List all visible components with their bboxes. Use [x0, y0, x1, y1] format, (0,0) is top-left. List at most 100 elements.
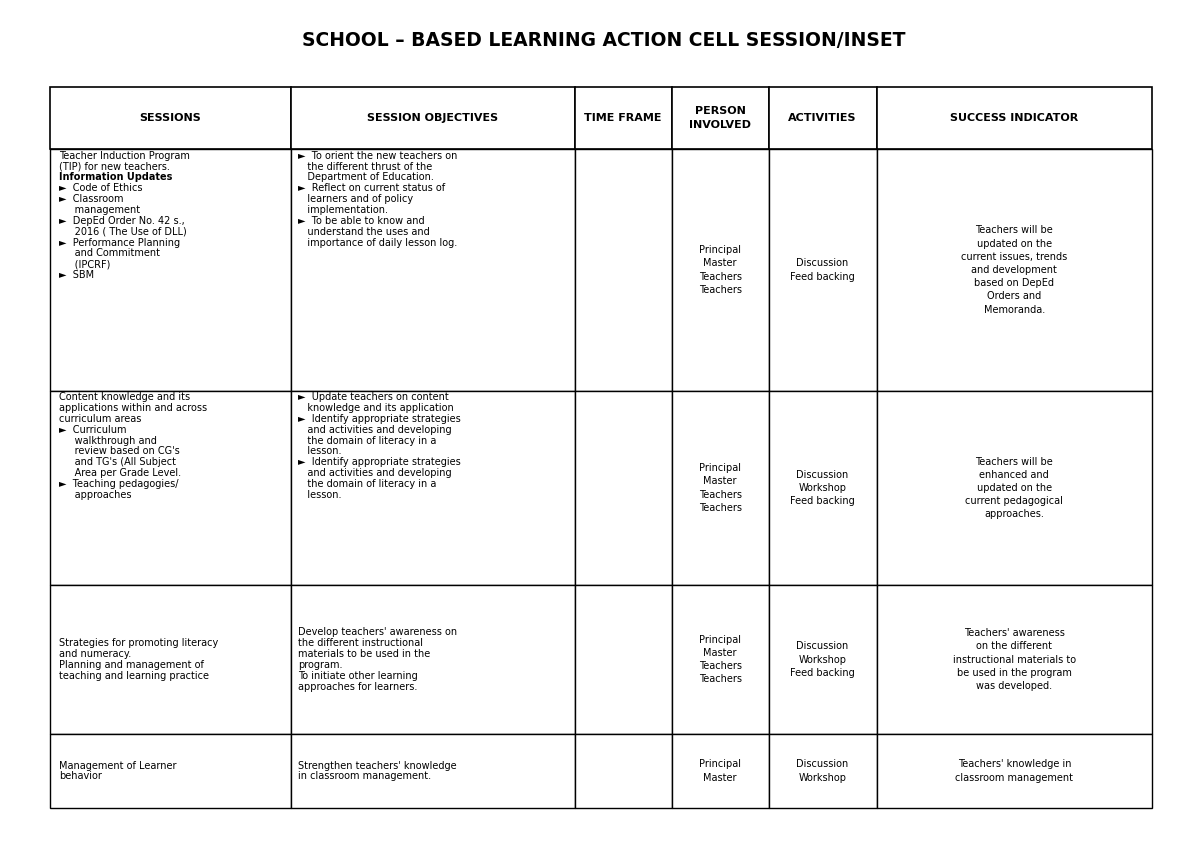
Text: TIME FRAME: TIME FRAME: [584, 113, 662, 123]
Text: Discussion
Workshop
Feed backing: Discussion Workshop Feed backing: [791, 641, 854, 678]
Text: Develop teachers' awareness on: Develop teachers' awareness on: [298, 627, 457, 638]
Bar: [50, 391, 290, 586]
Text: Information Updates: Information Updates: [59, 172, 172, 183]
Text: ►  SBM: ► SBM: [59, 270, 94, 280]
Bar: [769, 586, 876, 734]
Text: Principal
Master
Teachers
Teachers: Principal Master Teachers Teachers: [698, 464, 742, 513]
Text: ►  To orient the new teachers on: ► To orient the new teachers on: [298, 151, 457, 160]
Text: SCHOOL – BASED LEARNING ACTION CELL SESSION/INSET: SCHOOL – BASED LEARNING ACTION CELL SESS…: [302, 31, 905, 50]
Text: Planning and management of: Planning and management of: [59, 660, 204, 670]
Text: SESSIONS: SESSIONS: [139, 113, 202, 123]
Text: Teachers will be
updated on the
current issues, trends
and development
based on : Teachers will be updated on the current …: [961, 225, 1068, 315]
Text: implementation.: implementation.: [298, 205, 388, 215]
Bar: [575, 586, 672, 734]
Text: and TG's (All Subject: and TG's (All Subject: [59, 458, 176, 467]
Bar: [575, 87, 672, 149]
Text: knowledge and its application: knowledge and its application: [298, 403, 454, 413]
Bar: [672, 391, 769, 586]
Text: teaching and learning practice: teaching and learning practice: [59, 671, 209, 681]
Text: and activities and developing: and activities and developing: [298, 424, 451, 435]
Bar: [876, 87, 1152, 149]
Text: and Commitment: and Commitment: [59, 249, 160, 258]
Text: lesson.: lesson.: [298, 490, 341, 500]
Text: To initiate other learning: To initiate other learning: [298, 671, 418, 681]
Text: SESSION OBJECTIVES: SESSION OBJECTIVES: [367, 113, 498, 123]
Text: Management of Learner: Management of Learner: [59, 761, 176, 771]
Text: ►  To be able to know and: ► To be able to know and: [298, 216, 425, 226]
Bar: [769, 391, 876, 586]
Text: behavior: behavior: [59, 772, 102, 781]
Text: program.: program.: [298, 660, 342, 670]
Bar: [575, 149, 672, 391]
Text: Principal
Master
Teachers
Teachers: Principal Master Teachers Teachers: [698, 635, 742, 684]
Bar: [672, 149, 769, 391]
Text: (TIP) for new teachers.: (TIP) for new teachers.: [59, 161, 169, 171]
Text: management: management: [59, 205, 140, 215]
Bar: [290, 586, 575, 734]
Bar: [876, 734, 1152, 808]
Bar: [769, 734, 876, 808]
Text: curriculum areas: curriculum areas: [59, 413, 142, 424]
Text: the domain of literacy in a: the domain of literacy in a: [298, 479, 436, 489]
Text: approaches: approaches: [59, 490, 131, 500]
Text: approaches for learners.: approaches for learners.: [298, 682, 418, 692]
Bar: [672, 734, 769, 808]
Bar: [290, 149, 575, 391]
Bar: [769, 149, 876, 391]
Bar: [50, 149, 290, 391]
Text: walkthrough and: walkthrough and: [59, 436, 157, 446]
Text: Discussion
Workshop: Discussion Workshop: [797, 759, 848, 783]
Bar: [575, 734, 672, 808]
Text: materials to be used in the: materials to be used in the: [298, 649, 430, 659]
Bar: [876, 586, 1152, 734]
Text: (IPCRF): (IPCRF): [59, 259, 110, 269]
Text: the domain of literacy in a: the domain of literacy in a: [298, 436, 436, 446]
Text: Teachers' knowledge in
classroom management: Teachers' knowledge in classroom managem…: [955, 759, 1073, 783]
Text: ►  Performance Planning: ► Performance Planning: [59, 238, 180, 248]
Text: ►  DepEd Order No. 42 s.,: ► DepEd Order No. 42 s.,: [59, 216, 185, 226]
Bar: [290, 87, 575, 149]
Text: PERSON
INVOLVED: PERSON INVOLVED: [689, 106, 751, 130]
Text: 2016 ( The Use of DLL): 2016 ( The Use of DLL): [59, 227, 186, 237]
Text: and activities and developing: and activities and developing: [298, 468, 451, 478]
Text: ACTIVITIES: ACTIVITIES: [788, 113, 857, 123]
Bar: [50, 734, 290, 808]
Text: the different instructional: the different instructional: [298, 638, 422, 649]
Text: learners and of policy: learners and of policy: [298, 194, 413, 205]
Bar: [876, 391, 1152, 586]
Bar: [769, 87, 876, 149]
Text: Teachers' awareness
on the different
instructional materials to
be used in the p: Teachers' awareness on the different ins…: [953, 628, 1076, 691]
Text: Teacher Induction Program: Teacher Induction Program: [59, 151, 190, 160]
Text: Strengthen teachers' knowledge: Strengthen teachers' knowledge: [298, 761, 456, 771]
Bar: [50, 586, 290, 734]
Text: ►  Update teachers on content: ► Update teachers on content: [298, 392, 449, 402]
Text: ►  Identify appropriate strategies: ► Identify appropriate strategies: [298, 413, 461, 424]
Text: ►  Identify appropriate strategies: ► Identify appropriate strategies: [298, 458, 461, 467]
Text: understand the uses and: understand the uses and: [298, 227, 430, 237]
Text: ►  Reflect on current status of: ► Reflect on current status of: [298, 183, 445, 194]
Text: Strategies for promoting literacy: Strategies for promoting literacy: [59, 638, 218, 649]
Text: Principal
Master
Teachers
Teachers: Principal Master Teachers Teachers: [698, 245, 742, 295]
Text: Content knowledge and its: Content knowledge and its: [59, 392, 190, 402]
Bar: [672, 586, 769, 734]
Bar: [876, 149, 1152, 391]
Bar: [50, 87, 290, 149]
Text: ►  Curriculum: ► Curriculum: [59, 424, 126, 435]
Text: ►  Classroom: ► Classroom: [59, 194, 124, 205]
Text: Principal
Master: Principal Master: [700, 759, 742, 783]
Text: ►  Teaching pedagogies/: ► Teaching pedagogies/: [59, 479, 179, 489]
Text: Discussion
Feed backing: Discussion Feed backing: [791, 258, 854, 282]
Text: in classroom management.: in classroom management.: [298, 772, 431, 781]
Bar: [672, 87, 769, 149]
Bar: [290, 391, 575, 586]
Text: review based on CG's: review based on CG's: [59, 447, 180, 457]
Text: applications within and across: applications within and across: [59, 403, 206, 413]
Text: the different thrust of the: the different thrust of the: [298, 161, 432, 171]
Bar: [290, 734, 575, 808]
Text: ►  Code of Ethics: ► Code of Ethics: [59, 183, 143, 194]
Text: Discussion
Workshop
Feed backing: Discussion Workshop Feed backing: [791, 469, 854, 506]
Text: and numeracy.: and numeracy.: [59, 649, 131, 659]
Text: importance of daily lesson log.: importance of daily lesson log.: [298, 238, 457, 248]
Bar: [575, 391, 672, 586]
Text: lesson.: lesson.: [298, 447, 341, 457]
